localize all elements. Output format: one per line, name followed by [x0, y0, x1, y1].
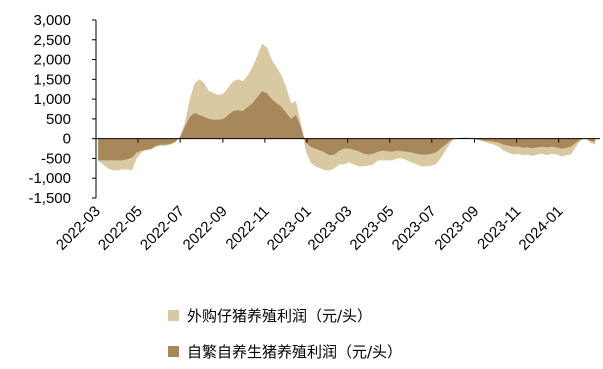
x-tick-label: 2022-09	[180, 203, 231, 254]
series-area-1	[98, 43, 596, 171]
x-tick-label: 2023-03	[305, 203, 356, 254]
y-tick-label: 500	[46, 111, 71, 128]
legend-swatch-2	[168, 346, 179, 357]
x-tick-label: 2023-09	[431, 203, 482, 254]
x-tick-label: 2022-11	[223, 203, 273, 253]
x-tick-label: 2024-01	[516, 203, 567, 254]
x-tick-label: 2023-05	[347, 203, 398, 254]
y-tick-label: 0	[63, 131, 71, 148]
series-areas	[98, 43, 596, 171]
y-tick-label: 1,500	[33, 71, 71, 88]
y-tick-label: 3,000	[33, 12, 71, 29]
x-tick-label: 2023-11	[474, 203, 524, 253]
x-tick-label: 2023-07	[389, 203, 440, 254]
legend-swatch-1	[168, 310, 179, 321]
y-tick-label: 2,500	[33, 32, 71, 49]
legend-label-1: 外购仔猪养殖利润（元/头）	[187, 307, 372, 325]
axes	[95, 20, 600, 198]
y-tick-label: -1,000	[28, 170, 71, 187]
x-tick-label: 2022-05	[95, 203, 146, 254]
x-tick-label: 2022-03	[53, 203, 104, 254]
y-tick-label: -500	[41, 150, 71, 167]
y-tick-label: 1,000	[33, 91, 71, 108]
x-tick-label: 2023-01	[264, 203, 315, 254]
x-tick-label: 2022-07	[137, 203, 188, 254]
legend: 外购仔猪养殖利润（元/头） 自繁自养生猪养殖利润（元/头）	[168, 307, 402, 361]
y-tick-label: -1,500	[28, 190, 71, 207]
legend-label-2: 自繁自养生猪养殖利润（元/头）	[187, 343, 402, 361]
y-axis-ticks: 3,000 2,500 2,000 1,500 1,000 500 0 -500 -1,000 -…	[28, 12, 96, 207]
y-tick-label: 2,000	[33, 52, 71, 69]
series-area-2	[98, 91, 596, 161]
